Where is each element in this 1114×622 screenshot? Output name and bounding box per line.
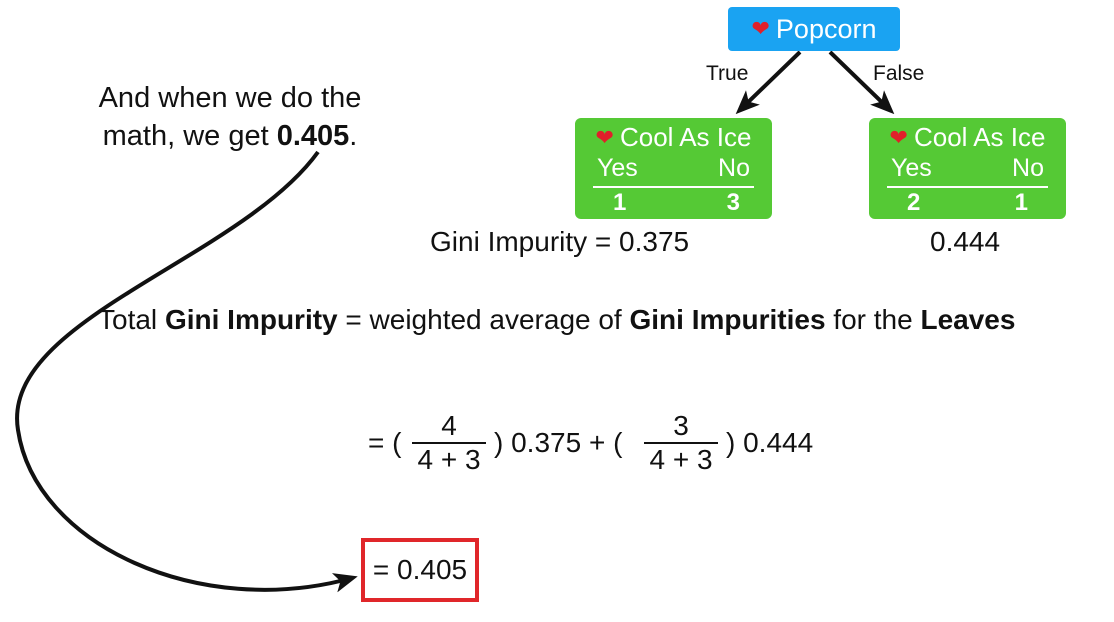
- result-value: = 0.405: [372, 554, 468, 585]
- left-leaf-node: ❤ Cool As Ice Yes No 1 3: [575, 118, 772, 219]
- annotation-value: 0.405: [276, 120, 350, 152]
- annotation-line-1: And when we do the: [98, 82, 362, 114]
- left-leaf-yes-label: Yes: [597, 154, 638, 182]
- annotation-line-2: math, we get 0.405.: [70, 117, 390, 155]
- annotation-line-2-suffix: .: [349, 120, 358, 152]
- total-text-3: = weighted average of: [337, 304, 630, 335]
- true-branch-arrow: [735, 50, 802, 115]
- fraction-2-bar: [644, 442, 718, 444]
- left-leaf-no-value: 3: [726, 189, 740, 216]
- left-leaf-no-label: No: [718, 154, 750, 182]
- right-leaf-node: ❤ Cool As Ice Yes No 2 1: [869, 118, 1066, 219]
- left-leaf-impurity: Gini Impurity = 0.375: [430, 226, 690, 257]
- right-leaf-no-label: No: [1012, 154, 1044, 182]
- right-leaf-divider: [887, 186, 1048, 188]
- left-leaf-title: ❤ Cool As Ice: [575, 122, 772, 153]
- fraction-2: 3 4 + 3: [644, 410, 718, 476]
- annotation-line-2-prefix: math, we get: [102, 120, 277, 152]
- fraction-1-numerator: 4: [441, 410, 457, 441]
- false-branch-arrow: [828, 50, 895, 115]
- fraction-2-denominator: 4 + 3: [649, 444, 713, 475]
- heart-icon: ❤: [889, 124, 908, 150]
- total-text-1: Total: [98, 304, 165, 335]
- right-leaf-no-value: 1: [1014, 189, 1028, 216]
- total-text-6: Leaves: [920, 304, 1016, 335]
- heart-icon: ❤: [595, 124, 614, 150]
- equation-open-paren: = (: [368, 427, 402, 458]
- total-text-4: Gini Impurities: [629, 304, 826, 335]
- fraction-1: 4 4 + 3: [412, 410, 486, 476]
- total-text-2: Gini Impurity: [164, 304, 338, 335]
- left-leaf-divider: [593, 186, 754, 188]
- annotation-text: And when we do the math, we get 0.405.: [70, 79, 390, 155]
- right-leaf-yes-value: 2: [907, 189, 921, 216]
- root-node-popcorn: ❤ Popcorn: [728, 7, 900, 51]
- left-leaf-title-text: Cool As Ice: [619, 122, 752, 152]
- equation-end: ) 0.444: [726, 427, 814, 458]
- result-box: = 0.405: [361, 538, 479, 602]
- right-leaf-impurity: 0.444: [930, 226, 1001, 257]
- true-branch-label: True: [706, 62, 749, 85]
- fraction-1-denominator: 4 + 3: [417, 444, 481, 475]
- total-text-5: for the: [825, 304, 921, 335]
- equation-middle: ) 0.375 + (: [494, 427, 623, 458]
- total-gini-definition: Total Gini Impurity = weighted average o…: [98, 304, 1015, 336]
- false-branch-label: False: [873, 62, 925, 85]
- fraction-2-numerator: 3: [673, 410, 689, 441]
- right-leaf-title-text: Cool As Ice: [913, 122, 1046, 152]
- right-leaf-title: ❤ Cool As Ice: [869, 122, 1066, 153]
- curved-pointer-arrow: [15, 150, 358, 593]
- left-leaf-yes-value: 1: [613, 189, 627, 216]
- heart-icon: ❤: [751, 16, 770, 41]
- fraction-1-bar: [412, 442, 486, 444]
- right-leaf-yes-label: Yes: [891, 154, 932, 182]
- root-node-label: Popcorn: [775, 13, 877, 44]
